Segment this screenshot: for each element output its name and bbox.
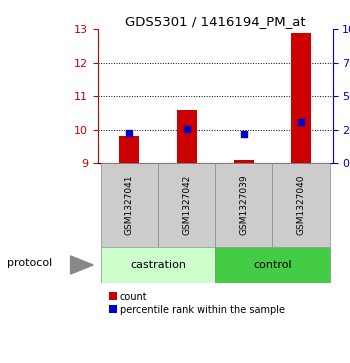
Text: control: control [253, 260, 292, 270]
Bar [101, 163, 158, 247]
Bar [215, 247, 330, 283]
Text: protocol: protocol [7, 258, 52, 268]
Legend: count, percentile rank within the sample: count, percentile rank within the sample [110, 291, 285, 315]
Text: GSM1327040: GSM1327040 [296, 175, 306, 235]
Bar [215, 163, 272, 247]
Text: castration: castration [130, 260, 186, 270]
Bar [291, 33, 311, 163]
Bar [158, 163, 215, 247]
Bar [119, 136, 139, 163]
Polygon shape [71, 256, 93, 274]
Text: GSM1327042: GSM1327042 [182, 175, 191, 235]
Bar [272, 163, 330, 247]
Bar [177, 110, 197, 163]
Text: GSM1327041: GSM1327041 [125, 175, 134, 235]
Title: GDS5301 / 1416194_PM_at: GDS5301 / 1416194_PM_at [125, 15, 306, 28]
Bar [234, 160, 254, 163]
Bar [101, 247, 215, 283]
Text: GSM1327039: GSM1327039 [239, 175, 248, 236]
